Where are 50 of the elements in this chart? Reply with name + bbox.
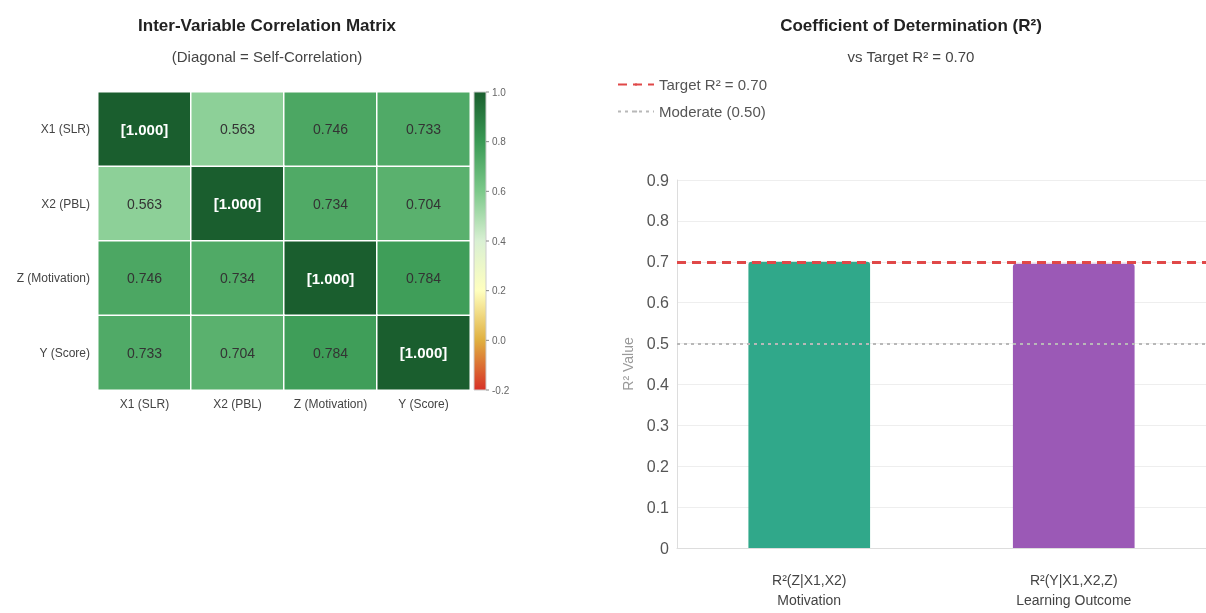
y-tick-label: Y (Score) bbox=[39, 345, 90, 360]
data-label: [1.000] bbox=[120, 120, 169, 138]
x-tick-label: Z (Motivation) bbox=[293, 397, 368, 411]
color-bar-label: 0.2 bbox=[492, 285, 507, 297]
legend-label: Target R² = 0.70 bbox=[659, 76, 767, 93]
y-tick-label: 0.8 bbox=[646, 212, 670, 230]
color-bar-label: 0.6 bbox=[492, 185, 507, 197]
y-tick-label: X2 (PBL) bbox=[41, 196, 90, 211]
y-tick-label: 0.1 bbox=[646, 498, 670, 516]
chart-subtitle: vs Target R² = 0.70 bbox=[847, 48, 975, 65]
y-tick-label: X1 (SLR) bbox=[40, 122, 90, 137]
color-bar-label: 0.0 bbox=[492, 334, 507, 346]
x-tick-label: X1 (SLR) bbox=[119, 397, 170, 411]
y-tick-label: Z (Motivation) bbox=[16, 271, 90, 286]
legend-label: Moderate (0.50) bbox=[659, 103, 766, 120]
data-label: 0.746 bbox=[126, 270, 163, 287]
data-label: [1.000] bbox=[213, 195, 262, 213]
data-label: 0.734 bbox=[312, 195, 349, 212]
data-label: 0.704 bbox=[219, 344, 256, 361]
x-tick-label: X2 (PBL) bbox=[213, 397, 262, 411]
color-bar-label: -0.2 bbox=[492, 384, 510, 396]
y-tick-label: 0.5 bbox=[646, 335, 670, 353]
chart-title: Coefficient of Determination (R²) bbox=[780, 16, 1042, 35]
chart-subtitle: (Diagonal = Self-Correlation) bbox=[171, 48, 363, 65]
x-tick-label: R²(Y|X1,X2,Z) Learning Outcome bbox=[1016, 572, 1132, 608]
color-bar-label: 1.0 bbox=[492, 86, 507, 98]
data-label: 0.784 bbox=[405, 270, 442, 287]
y-tick-label: 0.9 bbox=[646, 171, 670, 189]
data-label: 0.704 bbox=[405, 195, 442, 212]
data-label: 0.563 bbox=[126, 195, 163, 212]
y-tick-label: 0 bbox=[660, 539, 670, 557]
y-axis-title: R² Value bbox=[620, 337, 636, 391]
y-tick-label: 0.2 bbox=[646, 457, 670, 475]
chart-title: Inter-Variable Correlation Matrix bbox=[138, 16, 397, 35]
data-label: 0.734 bbox=[219, 270, 256, 287]
x-tick-label: Y (Score) bbox=[398, 397, 449, 411]
y-tick-label: 0.4 bbox=[646, 375, 670, 393]
y-tick-label: 0.6 bbox=[646, 294, 670, 312]
data-label: 0.733 bbox=[126, 344, 163, 361]
color-bar-label: 0.8 bbox=[492, 136, 507, 148]
color-bar-label: 0.4 bbox=[492, 235, 507, 247]
x-tick-label: R²(Z|X1,X2) Motivation bbox=[772, 572, 847, 608]
data-label: [1.000] bbox=[399, 344, 448, 362]
y-tick-label: 0.7 bbox=[646, 253, 670, 271]
y-tick-label: 0.3 bbox=[646, 416, 670, 434]
data-label: 0.733 bbox=[405, 121, 442, 138]
data-label: [1.000] bbox=[306, 269, 355, 287]
data-label: 0.784 bbox=[312, 344, 349, 361]
data-label: 0.746 bbox=[312, 121, 349, 138]
data-label: 0.563 bbox=[219, 121, 256, 138]
